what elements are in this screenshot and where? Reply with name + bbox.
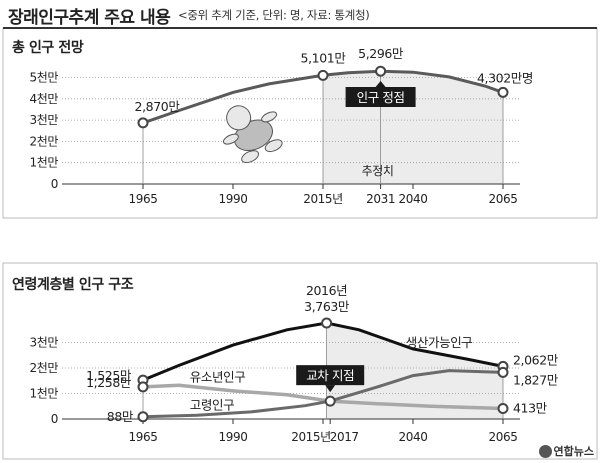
x-tick-label: 2017	[330, 430, 359, 444]
population-line	[142, 69, 504, 125]
page-title: 장래인구추계 주요 내용	[8, 8, 171, 28]
data-label: 5,296만	[358, 46, 404, 61]
data-point	[375, 65, 387, 77]
y-tick-label: 3천만	[29, 335, 58, 350]
page-subtitle: <중위 추계 기준, 단위: 명, 자료: 통계청)	[178, 8, 370, 22]
y-tick-label: 1천만	[29, 386, 58, 401]
cross-callout-box	[296, 365, 365, 386]
baby-arm-shape	[261, 111, 278, 123]
data-label: 2,870만	[135, 99, 181, 114]
y-tick-label: 2천만	[29, 360, 58, 375]
projection-area	[326, 323, 503, 419]
peak-year-label: 2016년	[306, 283, 347, 298]
series-label: 고령인구	[190, 397, 234, 412]
cross-callout-arrow	[325, 385, 336, 393]
data-point	[497, 366, 509, 378]
panel-frame-age	[2, 262, 598, 460]
baby-illustration-icon	[222, 105, 283, 164]
peak-callout-box	[345, 87, 416, 107]
data-label: 2,062만	[513, 352, 559, 367]
series-label: 유소년인구	[190, 369, 246, 384]
y-tick-label: 5천만	[29, 70, 58, 85]
data-label: 5,101만	[301, 50, 347, 65]
baby-head-shape	[226, 105, 252, 131]
baby-arm-shape	[222, 133, 239, 145]
x-tick-label: 2015년	[303, 192, 343, 206]
x-tick-label: 2065	[489, 192, 518, 206]
peak-callout-arrow	[375, 81, 386, 87]
header: 장래인구추계 주요 내용 <중위 추계 기준, 단위: 명, 자료: 통계청)	[0, 0, 600, 28]
y-tick-label: 2천만	[29, 133, 58, 148]
data-label: 88만	[107, 409, 134, 424]
credit: 연합뉴스	[538, 443, 594, 459]
data-point	[137, 411, 149, 423]
data-point	[317, 69, 329, 81]
series-line	[142, 383, 504, 411]
yonhap-logo-icon	[538, 444, 552, 458]
data-point	[324, 395, 336, 407]
y-tick-label: 1천만	[29, 155, 58, 170]
data-label: 3,763만	[304, 299, 350, 314]
x-tick-label: 2031	[366, 192, 395, 206]
baby-leg-shape	[264, 139, 283, 153]
chart-title: 연령계층별 인구 구조	[12, 276, 134, 293]
x-tick-label: 2040	[399, 430, 428, 444]
cross-callout-label: 교차 지점	[306, 368, 354, 383]
y-tick-label: 3천만	[29, 112, 58, 127]
x-tick-label: 1965	[129, 192, 158, 206]
projection-label: 추정치	[362, 164, 394, 178]
data-label: 1,525만	[86, 368, 132, 383]
x-tick-label: 2065	[489, 430, 518, 444]
series-label: 생산가능인구	[406, 335, 473, 350]
x-tick-label: 2015년	[291, 430, 331, 444]
chart-title: 총 인구 전망	[12, 39, 84, 56]
credit-label: 연합뉴스	[553, 445, 594, 458]
y-tick-label: 4천만	[29, 91, 58, 106]
x-tick-label: 1990	[219, 430, 248, 444]
x-tick-label: 1990	[219, 192, 248, 206]
data-point	[497, 402, 509, 414]
data-point	[137, 117, 149, 129]
data-point	[137, 381, 149, 393]
baby-leg-shape	[241, 150, 260, 164]
x-tick-label: 1965	[129, 430, 158, 444]
data-label: 1,258만	[86, 375, 132, 390]
data-point	[497, 86, 509, 98]
y-tick-label: 0	[51, 412, 58, 426]
y-tick-label: 0	[51, 177, 58, 191]
data-label: 413만	[513, 400, 548, 415]
peak-callout-label: 인구 정점	[357, 90, 405, 105]
x-tick-label: 2040	[399, 192, 428, 206]
data-point	[321, 317, 333, 329]
data-label: 1,827만	[513, 372, 559, 387]
data-label: 4,302만명	[477, 70, 533, 85]
